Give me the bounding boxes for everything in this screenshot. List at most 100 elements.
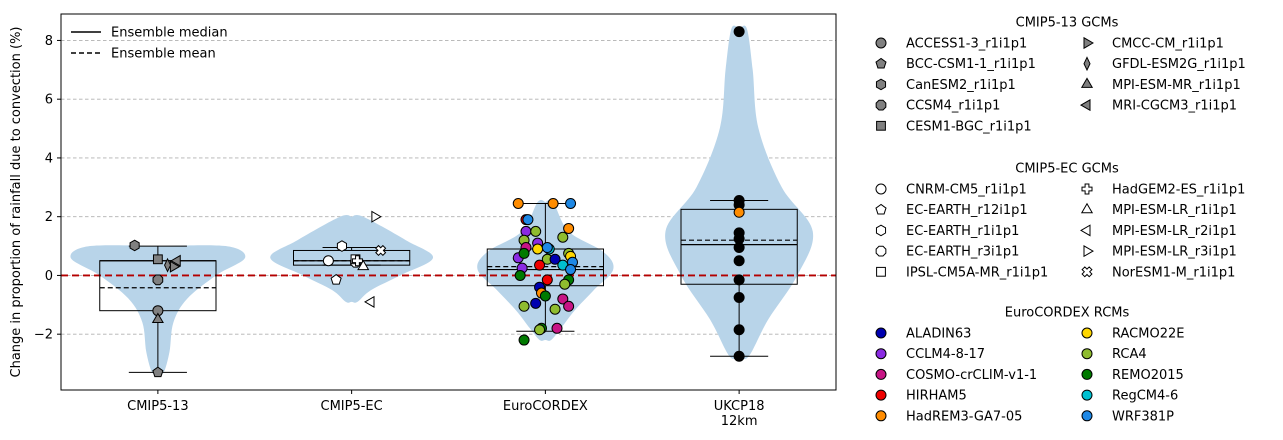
x-tick-label-line: 12km [721,414,758,429]
legend-entry-label: CCLM4-8-17 [906,347,985,362]
legend-entry-label: CanESM2_r1i1p1 [906,78,1016,93]
legend-entry-label: WRF381P [1112,409,1174,424]
circle-shape [875,348,887,360]
marker-thin-diamond [1083,56,1091,72]
circle-shape [518,247,530,259]
marker-pentagon [875,203,887,215]
marker-tri-up [357,259,370,271]
marker-circle [547,197,559,209]
marker-circle [541,274,553,286]
circle-shape [514,269,526,281]
violin [477,199,614,341]
marker-tri-left [1080,224,1091,237]
legend-entry-label: RegCM4-6 [1112,389,1178,404]
tri-up-shape [151,312,164,323]
circle-shape [733,242,745,254]
circle-shape [1081,389,1093,401]
circle-shape [733,350,745,362]
marker-circle [733,350,745,362]
marker-circle [875,183,887,195]
marker-circle [532,243,544,255]
marker-hexagon [875,224,887,237]
circle-shape [549,303,561,315]
circle-shape [541,242,553,254]
circle-shape [875,37,887,49]
legend-entry-label: HadREM3-GA7-05 [906,409,1022,424]
square-shape [876,266,886,277]
octagon-shape [875,99,887,111]
marker-circle [530,297,542,309]
legend-title: CMIP5-13 GCMs [1016,16,1119,31]
marker-square [876,120,886,131]
y-tick-label: 8 [45,34,53,49]
model-points [129,26,745,378]
legend-entry-label: GFDL-ESM2G_r1i1p1 [1112,57,1246,72]
marker-tri-up [151,312,164,323]
circle-shape [1081,410,1093,422]
marker-tri-right [1083,36,1094,50]
hexagon-shape [129,239,140,252]
pentagon-shape [152,366,164,378]
y-tick-label: 6 [45,93,53,108]
legend-entry-label: EC-EARTH_r3i1p1 [906,245,1019,260]
marker-circle [539,290,551,302]
marker-circle [733,255,745,267]
y-tick-label: 2 [45,210,53,225]
marker-circle [733,324,745,336]
marker-circle [557,231,569,243]
legend-entry-label: HadGEM2-ES_r1i1p1 [1112,183,1245,198]
circle-shape [875,183,887,195]
x-tick-label: UKCP18 12km [714,399,765,429]
legend-entry-label: CMCC-CM_r1i1p1 [1112,37,1224,52]
legend-entry-label: MRI-CGCM3_r1i1p1 [1112,99,1237,114]
marker-circle [875,37,887,49]
x-shape [1081,266,1093,278]
y-tick-label: 4 [45,151,53,166]
marker-circle [565,197,577,209]
line-legend: Ensemble median Ensemble mean [71,26,228,62]
marker-circle [551,322,563,334]
circle-shape [541,274,553,286]
marker-circle [518,334,530,346]
marker-circle [512,197,524,209]
legend-entry-label: EC-EARTH_r1i1p1 [906,224,1019,239]
y-axis-label: Change in proportion of rainfall due to … [9,27,24,378]
marker-circle [875,327,887,339]
legend-entry-label: ALADIN63 [906,327,971,342]
tri-right-shape [371,210,382,223]
x-tick-label-line: CMIP5-EC [321,399,383,414]
marker-hexagon [129,239,140,252]
legend-entry-label: MPI-ESM-LR_r1i1p1 [1112,203,1237,218]
legend-entry-label: BCC-CSM1-1_r1i1p1 [906,57,1036,72]
pentagon-shape [330,273,342,285]
legend-entry-label: CESM1-BGC_r1i1p1 [906,119,1032,134]
circle-shape [551,322,563,334]
circle-shape [547,197,559,209]
circle-shape [557,231,569,243]
marker-x [375,244,387,257]
circle-shape [733,206,745,218]
marker-circle [520,225,532,237]
marker-circle [514,269,526,281]
plus-shape [1081,183,1093,195]
thin-diamond-shape [164,257,172,273]
circle-shape [875,410,887,422]
legend-block: EuroCORDEX RCMs ALADIN63 CCLM4-8-17 COSMO-c… [875,306,1184,424]
x-tick-label: EuroCORDEX [503,399,588,414]
legend-entry-label: MPI-ESM-MR_r1i1p1 [1112,78,1241,93]
x-axis: CMIP5-13 CMIP5-EC EuroCORDEX UKCP18 12km [127,390,765,429]
y-tick-label: 0 [45,269,53,284]
marker-circle [875,410,887,422]
marker-plus [1081,183,1093,195]
legend-entry-label: MPI-ESM-LR_r2i1p1 [1112,224,1237,239]
marker-octagon [152,274,164,286]
marker-thin-diamond [164,257,172,273]
circle-shape [565,264,577,276]
marker-circle [549,303,561,315]
legend-entry-label: RACMO22E [1112,327,1184,342]
y-tick-label: −2 [34,328,53,343]
line-legend-label: Ensemble median [111,26,228,41]
marker-circle [518,247,530,259]
marker-circle [1081,410,1093,422]
